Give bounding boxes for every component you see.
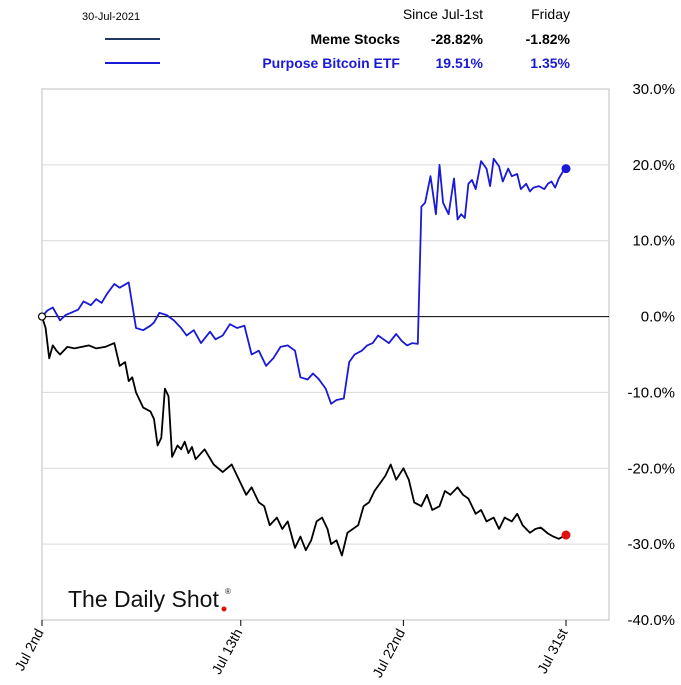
- legend-header-friday: Friday: [531, 6, 570, 22]
- y-axis: 30.0% 20.0% 10.0% 0.0% -10.0% -20.0% -30.0% -40…: [627, 81, 675, 629]
- y-tick-label: -20.0%: [627, 460, 675, 477]
- end-marker-bitcoin-etf: [561, 164, 571, 174]
- x-tick-label: Jul 22nd: [369, 626, 408, 680]
- start-marker: [37, 312, 47, 321]
- legend-label-bitcoin-etf: Purpose Bitcoin ETF: [262, 55, 400, 71]
- brand-registered-mark: ®: [225, 587, 231, 596]
- plot-area: [41, 88, 610, 621]
- chart-date: 30-Jul-2021: [82, 11, 140, 23]
- legend-entry-meme-stocks: Meme Stocks -28.82% -1.82%: [105, 31, 571, 47]
- series-line-bitcoin-etf: [41, 157, 567, 405]
- brand-dot: [221, 606, 227, 612]
- series-lines: [37, 157, 571, 557]
- legend-friday-bitcoin-etf: 1.35%: [530, 55, 570, 71]
- x-axis: Jul 2nd Jul 13th Jul 22nd Jul 31st: [11, 620, 571, 680]
- y-tick-label: -40.0%: [627, 612, 675, 629]
- y-tick-label: 0.0%: [641, 309, 675, 326]
- legend-label-meme-stocks: Meme Stocks: [311, 31, 401, 47]
- x-tick-label: Jul 2nd: [11, 626, 46, 673]
- x-tick-label: Jul 13th: [208, 626, 245, 677]
- brand-logo: The Daily Shot ®: [68, 586, 231, 612]
- legend-friday-meme-stocks: -1.82%: [526, 31, 571, 47]
- y-tick-label: 10.0%: [632, 233, 675, 250]
- series-line-meme-stocks: [41, 316, 567, 557]
- x-tick-label: Jul 31st: [534, 626, 571, 676]
- end-marker-meme-stocks: [561, 530, 571, 540]
- legend-header-since: Since Jul-1st: [403, 6, 483, 22]
- gridlines: [42, 164, 609, 545]
- legend-since-meme-stocks: -28.82%: [431, 31, 484, 47]
- legend-since-bitcoin-etf: 19.51%: [436, 55, 484, 71]
- brand-text: The Daily Shot: [68, 586, 219, 612]
- y-tick-label: 20.0%: [632, 157, 675, 174]
- y-tick-label: -10.0%: [627, 384, 675, 401]
- y-tick-label: 30.0%: [632, 81, 675, 98]
- legend-entry-bitcoin-etf: Purpose Bitcoin ETF 19.51% 1.35%: [105, 55, 571, 71]
- y-tick-label: -30.0%: [627, 536, 675, 553]
